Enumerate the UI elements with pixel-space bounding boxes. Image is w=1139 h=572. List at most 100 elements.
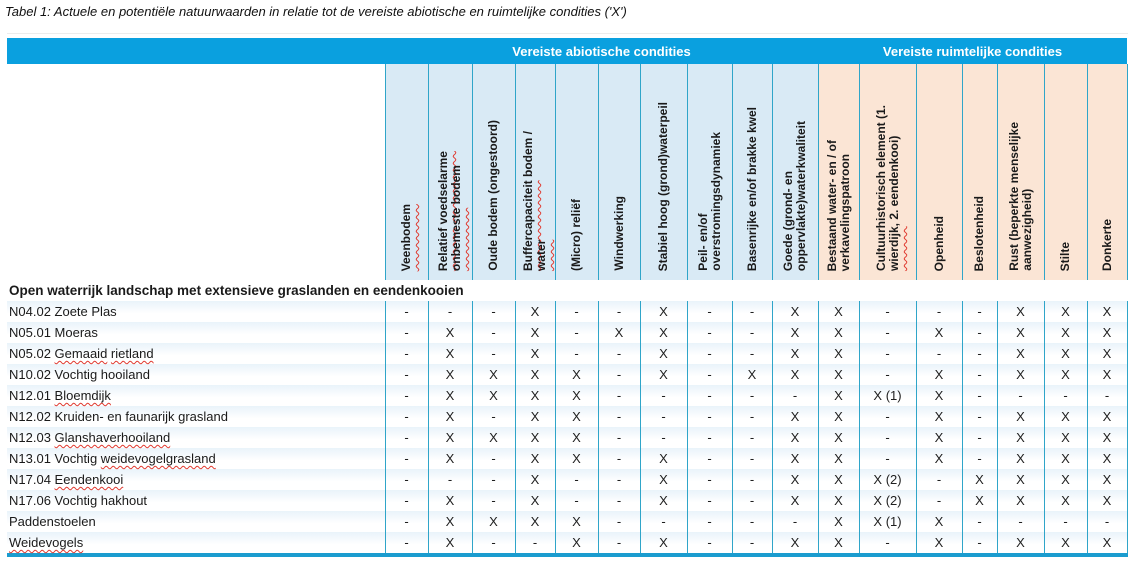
cell-r5-c13: X (915, 385, 962, 406)
cell-r4-c16: X (1043, 364, 1087, 385)
cell-r8-c5: X (554, 448, 598, 469)
column-header-label: Rust (beperkte menselijke aanwezigheid) (1006, 122, 1034, 271)
cell-r7-c12: - (858, 427, 916, 448)
cell-r7-c15: X (996, 427, 1044, 448)
corner-cell (7, 38, 385, 64)
cell-r10-c1: - (384, 490, 428, 511)
cell-r12-c3: - (471, 532, 515, 555)
cell-r5-c15: - (996, 385, 1044, 406)
cell-r11-c1: - (384, 511, 428, 532)
cell-r4-c17: X (1086, 364, 1128, 385)
table-top-border (7, 33, 1128, 34)
cell-r6-c2: X (427, 406, 472, 427)
cell-r3-c3: - (471, 343, 515, 364)
cell-r8-c2: X (427, 448, 472, 469)
column-header-label: Bestaand water- en / of verkavelingspatro… (824, 139, 852, 271)
row-label: N17.04 Eendenkooi (7, 469, 385, 490)
cell-r11-c8: - (686, 511, 732, 532)
cell-r4-c8: - (686, 364, 732, 385)
cell-r3-c7: X (639, 343, 687, 364)
column-header-label: Buffercapaciteit bodem / water (521, 130, 548, 271)
cell-r2-c9: - (731, 322, 772, 343)
cell-r5-c16: - (1043, 385, 1087, 406)
column-header-6: Windwerking (597, 64, 640, 280)
cell-r11-c5: X (554, 511, 598, 532)
cell-r10-c9: - (731, 490, 772, 511)
column-header-16: Stilte (1043, 64, 1087, 280)
table-row-11: Paddenstoelen - X X X X - - - - - X X (1) X - - - - (7, 511, 1128, 532)
cell-r2-c7: X (639, 322, 687, 343)
table-row-9: N17.04 Eendenkooi - - - X - - X - - X X X (2) - X X X X (7, 469, 1128, 490)
cell-r5-c1: - (384, 385, 428, 406)
row-label: N04.02 Zoete Plas (7, 301, 385, 322)
cell-r11-c7: - (639, 511, 687, 532)
cell-r11-c17: - (1086, 511, 1128, 532)
cell-r3-c1: - (384, 343, 428, 364)
cell-r4-c15: X (996, 364, 1044, 385)
cell-r4-c12: - (858, 364, 916, 385)
column-header-12: Cultuurhistorisch element (1. wierdijk, 2… (858, 64, 916, 280)
column-header-label: Cultuurhistorisch element (1. wierdijk, 2… (873, 104, 901, 271)
cell-r11-c11: X (817, 511, 859, 532)
cell-r2-c16: X (1043, 322, 1087, 343)
column-header-label: Relatief voedselarme onbemeste bodem (436, 150, 463, 271)
cell-r10-c11: X (817, 490, 859, 511)
cell-r3-c8: - (686, 343, 732, 364)
cell-r7-c11: X (817, 427, 859, 448)
cell-r6-c15: X (996, 406, 1044, 427)
cell-r12-c14: - (961, 532, 997, 555)
row-label: N05.02 Gemaaid rietland (7, 343, 385, 364)
cell-r1-c12: - (858, 301, 916, 322)
cell-r8-c6: - (597, 448, 640, 469)
cell-r9-c11: X (817, 469, 859, 490)
column-header-label: Stabiel hoog (grond)waterpeil (656, 101, 670, 271)
table-row-1: N04.02 Zoete Plas - - - X - - X - - X X - - - X X X (7, 301, 1128, 322)
column-header-row: Veenbodem Relatief voedselarme onbemeste b… (7, 64, 1128, 280)
cell-r9-c13: - (915, 469, 962, 490)
cell-r2-c11: X (817, 322, 859, 343)
row-label-header-spacer (7, 64, 385, 280)
cell-r6-c14: - (961, 406, 997, 427)
cell-r2-c3: - (471, 322, 515, 343)
cell-r12-c1: - (384, 532, 428, 555)
cell-r5-c17: - (1086, 385, 1128, 406)
cell-r7-c13: X (915, 427, 962, 448)
cell-r9-c14: X (961, 469, 997, 490)
cell-r12-c2: X (427, 532, 472, 555)
page-title: Tabel 1: Actuele en potentiële natuurwaa… (5, 4, 627, 19)
cell-r8-c13: X (915, 448, 962, 469)
column-header-label: Beslotenheid (972, 195, 986, 271)
cell-r1-c2: - (427, 301, 472, 322)
cell-r1-c14: - (961, 301, 997, 322)
cell-r3-c11: X (817, 343, 859, 364)
cell-r4-c5: X (554, 364, 598, 385)
cell-r1-c9: - (731, 301, 772, 322)
cell-r11-c15: - (996, 511, 1044, 532)
section-header: Open waterrijk landschap met extensieve … (7, 280, 1127, 301)
cell-r10-c17: X (1086, 490, 1128, 511)
cell-r6-c9: - (731, 406, 772, 427)
table-row-10: N17.06 Vochtig hakhout - X - X - - X - - X X X (2) - X… (7, 490, 1128, 511)
cell-r2-c12: - (858, 322, 916, 343)
cell-r10-c6: - (597, 490, 640, 511)
cell-r10-c4: X (514, 490, 555, 511)
cell-r3-c10: X (771, 343, 818, 364)
cell-r6-c13: X (915, 406, 962, 427)
cell-r8-c1: - (384, 448, 428, 469)
cell-r5-c11: X (817, 385, 859, 406)
cell-r6-c7: - (639, 406, 687, 427)
group-header-row: Vereiste abiotische condities Vereiste r… (7, 38, 1127, 64)
cell-r7-c5: X (554, 427, 598, 448)
cell-r4-c4: X (514, 364, 555, 385)
cell-r7-c16: X (1043, 427, 1087, 448)
cell-r1-c6: - (597, 301, 640, 322)
cell-r10-c3: - (471, 490, 515, 511)
table-row-5: N12.01 Bloemdijk - X X X X - - - - - X X (1) X - - - - (7, 385, 1128, 406)
cell-r12-c10: X (771, 532, 818, 555)
cell-r6-c12: - (858, 406, 916, 427)
cell-r4-c13: X (915, 364, 962, 385)
cell-r3-c14: - (961, 343, 997, 364)
cell-r2-c2: X (427, 322, 472, 343)
cell-r12-c16: X (1043, 532, 1087, 555)
cell-r1-c5: - (554, 301, 598, 322)
